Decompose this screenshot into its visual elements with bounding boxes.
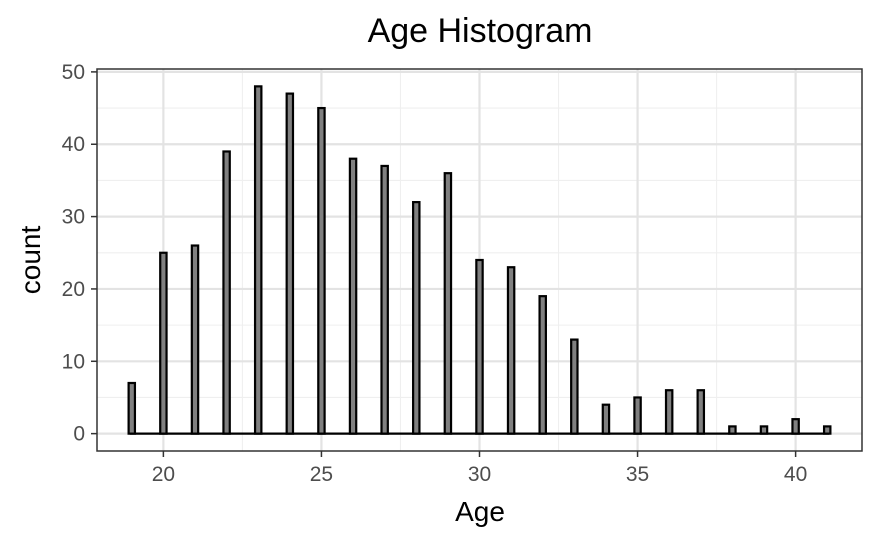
histogram-bar: [696, 389, 706, 435]
axis-ticks: [91, 71, 797, 457]
y-tick-label: 50: [62, 61, 85, 84]
histogram-bar: [285, 92, 295, 435]
histogram-bar: [759, 425, 769, 435]
histogram-bar: [538, 295, 547, 435]
x-tick-label: 40: [784, 463, 807, 486]
histogram-bar: [443, 172, 453, 435]
histogram-bar: [159, 251, 168, 435]
histogram-bar: [348, 157, 358, 435]
histogram-bar: [317, 106, 326, 435]
x-tick-label: 20: [152, 463, 175, 486]
histogram-bar: [664, 389, 674, 435]
x-tick-label: 35: [626, 463, 649, 486]
x-tick-label: 30: [468, 463, 491, 486]
y-axis-title: count: [15, 226, 46, 295]
x-tick-label: 25: [310, 463, 333, 486]
histogram-bar: [791, 418, 800, 435]
y-tick-label: 0: [73, 423, 85, 446]
y-tick-label: 30: [62, 206, 85, 229]
y-tick-label: 20: [62, 278, 85, 301]
histogram-bar: [412, 201, 421, 435]
x-axis-tick-labels: 20 25 30 35 40: [152, 463, 808, 486]
histogram-bar: [190, 244, 200, 435]
histogram-bar: [570, 338, 579, 435]
histogram-bar: [822, 425, 832, 435]
histogram-bar: [380, 164, 389, 435]
histogram-bar: [633, 396, 642, 435]
histogram-bar: [601, 403, 611, 435]
histogram-bar: [506, 266, 516, 435]
histogram-bar: [475, 258, 484, 435]
chart-title: Age Histogram: [368, 12, 593, 50]
histogram-bar: [222, 150, 231, 435]
y-tick-label: 40: [62, 133, 85, 156]
histogram-bar: [728, 425, 737, 435]
bars: [127, 85, 832, 435]
histogram-bar: [127, 381, 137, 435]
x-axis-title: Age: [455, 496, 505, 527]
y-tick-label: 10: [62, 350, 85, 373]
histogram-bar: [253, 85, 263, 435]
plot-panel: [96, 68, 863, 452]
y-axis-tick-labels: 0 10 20 30 40 50: [62, 61, 85, 446]
